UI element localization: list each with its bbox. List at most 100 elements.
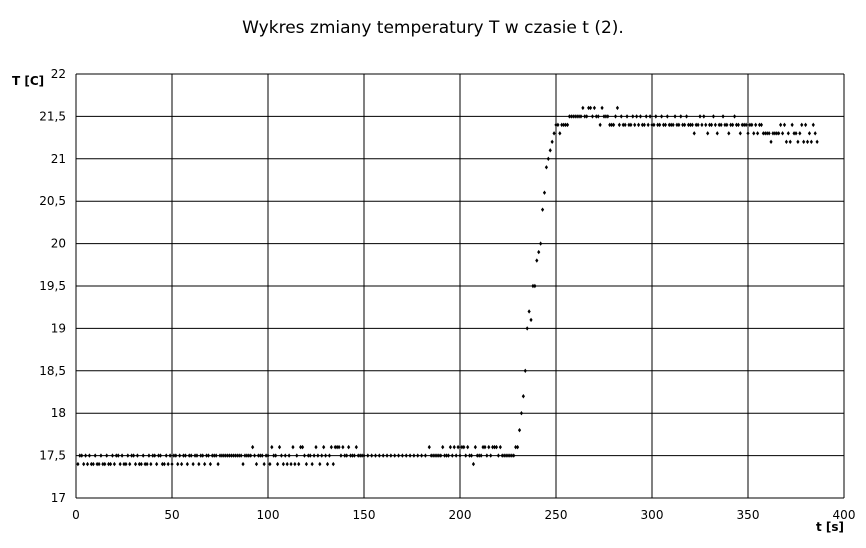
data-point <box>189 453 193 458</box>
data-point <box>408 453 412 458</box>
data-point <box>268 461 272 467</box>
data-point <box>287 453 291 458</box>
data-point <box>654 114 658 119</box>
data-point <box>306 453 310 458</box>
y-tick-label: 18 <box>51 406 66 420</box>
data-point <box>327 453 332 458</box>
data-point <box>727 131 731 136</box>
data-point <box>535 258 539 263</box>
data-point <box>435 453 439 458</box>
data-point <box>212 453 216 458</box>
data-point <box>531 283 535 289</box>
data-point <box>719 122 723 128</box>
data-point <box>590 114 595 119</box>
data-point <box>815 139 819 145</box>
data-point <box>126 453 130 458</box>
data-point <box>89 461 93 467</box>
data-point <box>675 122 679 128</box>
data-point <box>696 122 700 128</box>
data-point <box>185 461 189 467</box>
data-point <box>249 453 253 458</box>
data-point <box>335 444 339 450</box>
data-point <box>299 444 303 450</box>
data-point <box>610 122 614 128</box>
data-point <box>809 139 813 145</box>
data-point <box>193 453 197 458</box>
data-point <box>316 453 320 458</box>
data-point <box>464 453 468 458</box>
data-point <box>708 122 712 128</box>
data-point <box>794 131 798 136</box>
data-point <box>583 114 587 119</box>
data-point <box>320 453 324 458</box>
data-point <box>87 453 92 458</box>
data-point <box>233 453 237 458</box>
tick-labels: 0 50 100 150 200 250 300 350 400 17 17,5 18 18,5 19 19… <box>39 67 855 522</box>
data-point <box>481 444 485 450</box>
data-point <box>516 444 520 450</box>
data-point <box>206 453 211 458</box>
data-point <box>108 461 113 467</box>
data-point <box>458 453 462 458</box>
data-point <box>556 122 560 128</box>
data-point <box>116 453 120 458</box>
data-point <box>554 122 558 128</box>
data-point <box>734 122 739 128</box>
data-point <box>661 122 666 128</box>
x-tick-label: 50 <box>164 508 179 522</box>
data-point <box>761 131 765 136</box>
data-point <box>312 453 316 458</box>
data-point <box>164 453 168 458</box>
data-point <box>592 105 596 111</box>
data-point <box>475 453 479 458</box>
data-point <box>302 453 307 458</box>
data-point <box>274 453 278 458</box>
data-point <box>291 444 295 450</box>
data-point <box>767 131 771 136</box>
data-point <box>498 444 502 450</box>
chart-title: Wykres zmiany temperatury T w czasie t (… <box>242 18 624 38</box>
data-point <box>640 122 644 128</box>
data-point <box>757 122 762 128</box>
data-point <box>577 114 581 119</box>
data-point <box>612 122 616 128</box>
data-point <box>151 453 155 458</box>
data-point <box>508 453 512 458</box>
data-point <box>393 453 397 458</box>
data-point <box>558 131 562 136</box>
data-point <box>782 122 787 128</box>
data-point <box>683 122 687 128</box>
data-point <box>208 461 212 467</box>
data-point <box>343 453 347 458</box>
data-point <box>454 453 458 458</box>
x-tick-label: 200 <box>449 508 472 522</box>
data-point <box>756 131 760 136</box>
y-tick-label: 17 <box>51 491 66 505</box>
data-point <box>333 444 337 450</box>
data-point <box>443 453 447 458</box>
data-point <box>642 122 646 128</box>
data-point <box>448 444 452 450</box>
data-point <box>289 461 293 467</box>
data-point <box>690 122 694 128</box>
data-point <box>471 461 476 467</box>
data-point <box>314 444 318 450</box>
data-point <box>646 122 650 128</box>
data-point <box>293 461 297 467</box>
data-point <box>423 453 428 458</box>
data-point <box>492 444 497 450</box>
data-point <box>596 114 600 119</box>
data-point <box>91 461 95 467</box>
data-point <box>339 453 343 458</box>
data-point <box>218 453 222 458</box>
data-point <box>615 105 620 111</box>
data-point <box>300 444 305 450</box>
data-point <box>258 453 262 458</box>
data-point <box>174 453 178 458</box>
data-point <box>715 131 719 136</box>
data-point <box>149 461 153 467</box>
data-point <box>560 122 564 128</box>
data-point <box>623 122 627 128</box>
data-point <box>700 122 704 128</box>
data-point <box>487 444 491 450</box>
